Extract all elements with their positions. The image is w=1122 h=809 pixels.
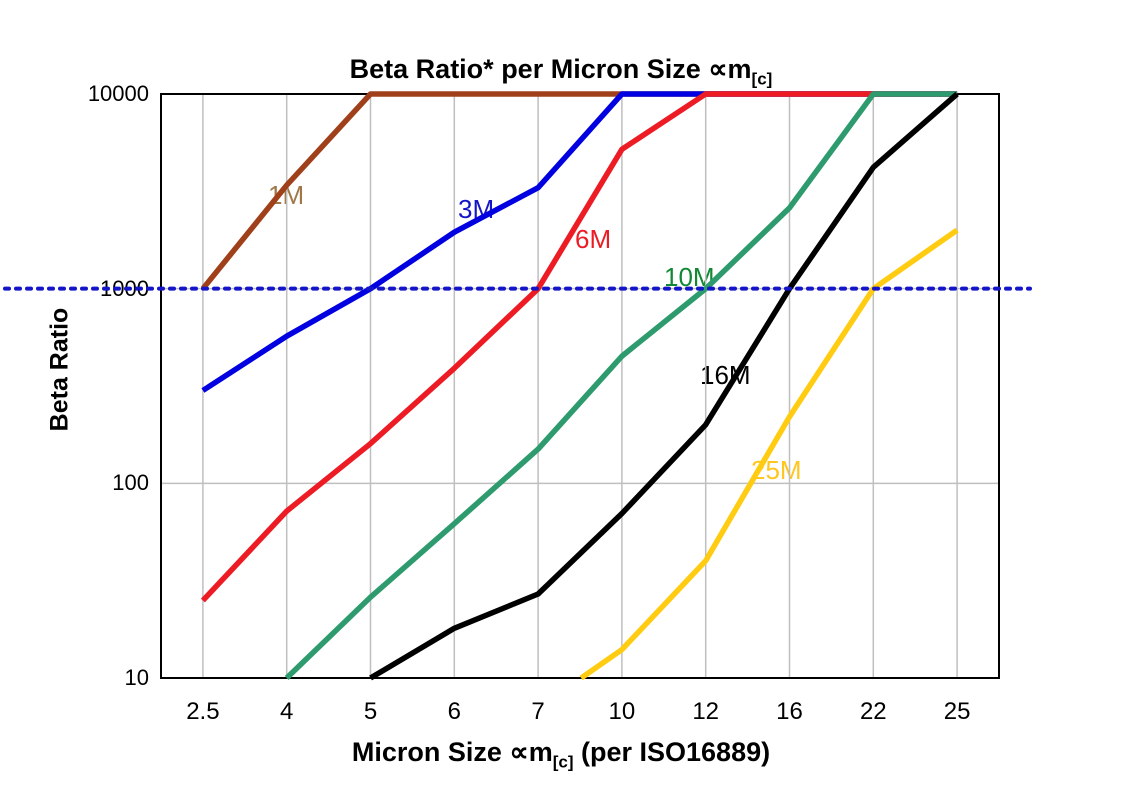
- chart-title: Beta Ratio* per Micron Size ∝m[c]: [0, 54, 1122, 89]
- chart-title-main: Beta Ratio* per Micron Size ∝m: [349, 54, 752, 84]
- y-tick-label: 10000: [87, 81, 149, 106]
- x-axis-title-subscript: [c]: [552, 752, 574, 772]
- series-line-16m: [369, 91, 959, 681]
- y-tick-label: 10: [124, 665, 149, 690]
- x-tick-label: 12: [692, 698, 720, 725]
- x-axis-title-tail: (per ISO16889): [573, 737, 771, 767]
- x-tick-label: 7: [531, 698, 545, 725]
- x-axis-title-main: Micron Size ∝m: [351, 737, 553, 767]
- x-tick-label: 25: [943, 698, 971, 725]
- x-tick-label: 4: [280, 698, 294, 725]
- gridlines: [161, 94, 999, 678]
- series-label-6m: 6M: [575, 224, 612, 254]
- series-line-6m: [200, 91, 958, 603]
- x-tick-label: 5: [363, 698, 378, 725]
- series-line-1m: [200, 91, 958, 291]
- series-line-10m: [284, 91, 958, 680]
- x-tick-label: 2.5: [186, 698, 220, 725]
- y-tick-label: 100: [112, 470, 149, 496]
- x-tick-label: 10: [608, 698, 636, 725]
- series-lines: [200, 91, 959, 681]
- series-line-25m: [579, 227, 959, 681]
- x-tick-label: 6: [447, 698, 461, 725]
- x-axis-title: Micron Size ∝m[c] (per ISO16889): [0, 737, 1122, 772]
- x-tick-label: 16: [776, 698, 803, 725]
- x-tick-label: 22: [859, 698, 887, 725]
- chart-title-subscript: [c]: [751, 69, 773, 89]
